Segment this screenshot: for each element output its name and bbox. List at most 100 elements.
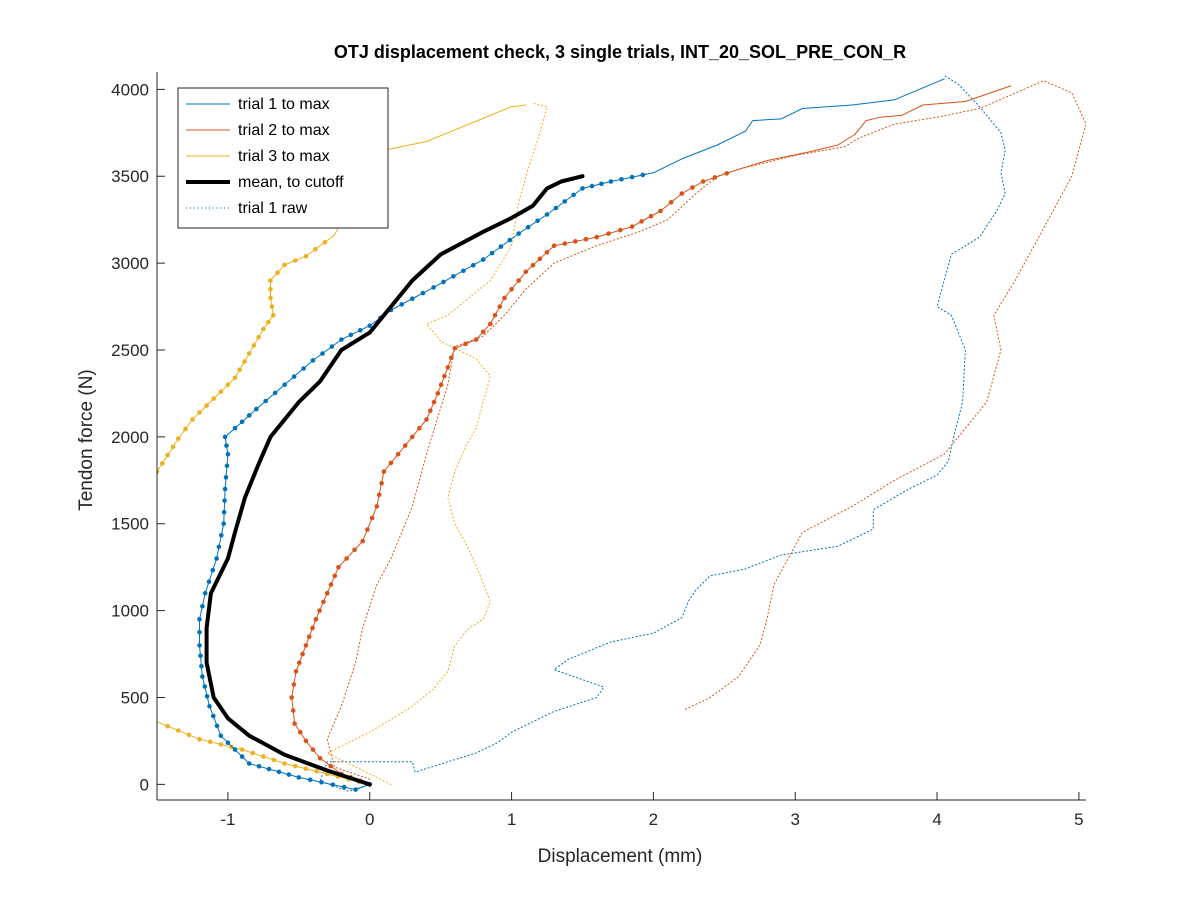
marker-trial1_max (206, 579, 212, 584)
legend-label-trial1_max: trial 1 to max (238, 96, 330, 113)
y-tick-label: 3500 (111, 167, 149, 186)
marker-trial2_max (344, 556, 349, 561)
y-tick-label: 500 (121, 688, 149, 707)
marker-trial2_max (300, 651, 305, 657)
marker-trial3_max (165, 452, 170, 458)
marker-trial2_max (679, 191, 685, 196)
marker-trial1_max (544, 212, 550, 217)
marker-trial3_max (303, 766, 309, 771)
marker-trial2_max (629, 224, 635, 229)
marker-trial2_max (306, 634, 312, 639)
marker-trial1_max (562, 199, 568, 204)
marker-trial1_max (214, 723, 220, 729)
marker-trial1_max (629, 174, 635, 180)
marker-trial2_max (502, 295, 507, 301)
marker-trial1_max (286, 772, 292, 777)
marker-trial3_max (242, 359, 247, 364)
marker-trial1_max (239, 754, 245, 759)
marker-trial2_max (573, 239, 578, 244)
marker-trial1_max (461, 268, 466, 274)
marker-trial2_max (381, 469, 387, 474)
marker-trial1_max (266, 766, 272, 772)
marker-trial1_max (330, 782, 336, 787)
marker-trial2_max (317, 756, 323, 761)
x-tick-label: 2 (649, 810, 658, 829)
marker-trial1_max (319, 780, 324, 785)
marker-trial2_max (492, 312, 498, 318)
marker-trial3_max (293, 258, 298, 263)
legend: trial 1 to max trial 2 to max trial 3 to m… (177, 87, 389, 229)
marker-trial2_max (509, 286, 514, 292)
marker-trial2_max (289, 695, 295, 700)
marker-trial2_max (369, 515, 375, 521)
marker-trial2_max (374, 504, 380, 509)
marker-trial2_max (324, 590, 330, 596)
y-tick-label: 3000 (111, 254, 149, 273)
marker-trial3_max (237, 367, 242, 373)
marker-trial3_max (157, 469, 160, 474)
marker-trial2_max (606, 231, 611, 236)
y-tick-label: 2500 (111, 341, 149, 360)
marker-trial1_max (202, 590, 208, 596)
marker-trial2_max (583, 236, 589, 242)
marker-trial3_max (218, 389, 224, 395)
marker-trial1_max (399, 302, 405, 307)
marker-trial2_max (293, 669, 299, 674)
marker-trial1_max (216, 544, 222, 550)
marker-trial2_max (317, 608, 322, 613)
marker-trial3_max (313, 246, 318, 252)
series-line-trial1_max (199, 78, 945, 791)
marker-trial2_max (551, 243, 557, 248)
marker-trial3_max (239, 747, 245, 752)
marker-trial1_max (222, 434, 228, 440)
marker-trial3_max (314, 769, 319, 774)
marker-trial1_max (197, 617, 202, 622)
marker-trial2_max (402, 443, 408, 448)
marker-trial3_max (197, 410, 202, 415)
marker-trial1_max (232, 747, 238, 752)
marker-trial3_max (186, 732, 192, 738)
marker-trial1_max (498, 244, 504, 249)
marker-trial2_max (428, 408, 433, 414)
marker-trial1_max (608, 179, 614, 184)
marker-trial1_max (199, 663, 204, 669)
marker-trial1_max (489, 250, 495, 256)
marker-trial2_max (658, 208, 663, 214)
marker-trial2_max (562, 241, 568, 246)
marker-trial2_max (328, 763, 334, 769)
marker-trial3_max (251, 343, 257, 348)
marker-trial1_max (358, 328, 363, 333)
marker-trial2_max (303, 643, 309, 648)
marker-trial2_max (328, 582, 334, 587)
marker-trial2_max (435, 391, 441, 396)
marker-trial3_max (183, 426, 188, 432)
marker-trial1_max (225, 740, 231, 745)
marker-trial1_max (525, 224, 531, 230)
marker-trial2_max (618, 227, 623, 233)
marker-trial2_max (488, 321, 493, 327)
marker-trial3_max (271, 312, 276, 318)
marker-trial2_max (690, 185, 695, 190)
marker-trial1_max (507, 237, 513, 243)
marker-trial1_max (516, 231, 521, 236)
marker-trial1_max (222, 486, 228, 492)
marker-trial2_max (290, 708, 296, 713)
marker-trial2_max (321, 599, 326, 605)
marker-trial1_max (225, 451, 231, 457)
marker-trial1_max (197, 643, 202, 648)
legend-label-trial3_max: trial 3 to max (238, 148, 330, 165)
marker-trial2_max (388, 460, 394, 466)
marker-trial2_max (530, 263, 536, 268)
marker-trial2_max (360, 538, 366, 544)
marker-trial1_max (589, 183, 595, 189)
marker-trial2_max (395, 451, 401, 457)
marker-trial2_max (516, 278, 521, 283)
y-tick-label: 1500 (111, 515, 149, 534)
marker-trial2_max (473, 337, 479, 342)
marker-trial1_max (341, 784, 347, 790)
x-tick-label: 5 (1074, 810, 1083, 829)
marker-trial1_max (580, 186, 585, 191)
marker-trial1_max (619, 177, 624, 182)
marker-trial2_max (449, 355, 454, 361)
